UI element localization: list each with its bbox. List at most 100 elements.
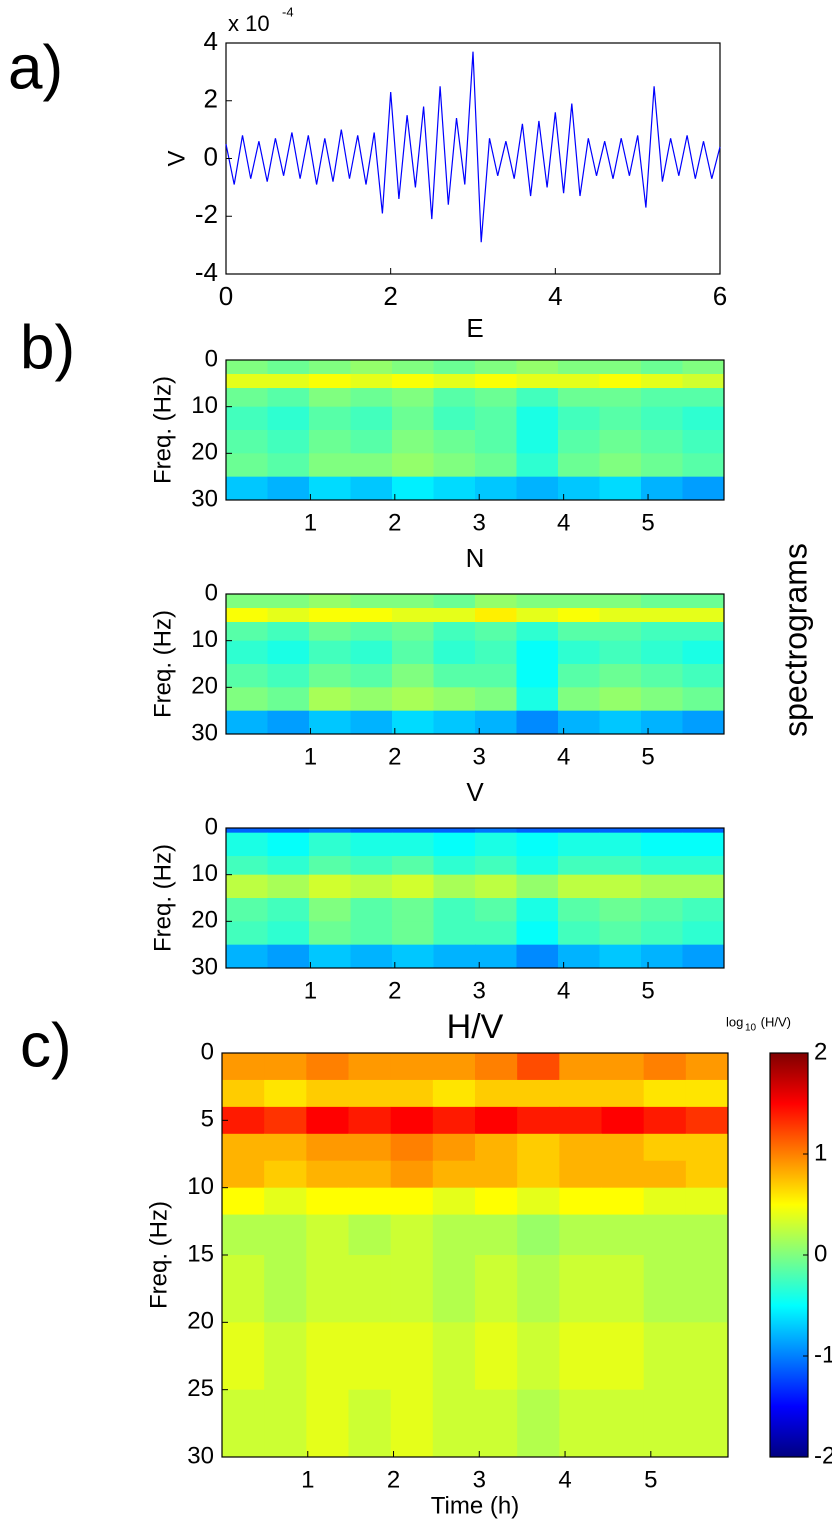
heatmap-cell <box>643 1106 687 1135</box>
heatmap-cell <box>475 832 517 857</box>
y-tick-label: 25 <box>187 1375 214 1402</box>
y-axis-label: Freq. (Hz) <box>149 610 176 718</box>
heatmap-cell <box>685 1133 729 1162</box>
heatmap-cell <box>392 856 434 876</box>
panel-label: b) <box>20 313 75 382</box>
x-tick-label: 3 <box>473 1466 486 1493</box>
heatmap-cell <box>475 1389 518 1458</box>
x-axis-label: Time (h) <box>431 1492 519 1519</box>
heatmap-cell <box>643 1389 687 1458</box>
heatmap-cell <box>309 832 351 857</box>
heatmap-cell <box>309 874 351 899</box>
heatmap-cell <box>309 687 351 712</box>
heatmap-cell <box>433 856 476 876</box>
heatmap-cell <box>264 1389 307 1458</box>
heatmap-cell <box>392 406 434 431</box>
y-tick-label: 10 <box>187 1173 214 1200</box>
y-tick-label: -2 <box>195 199 218 229</box>
heatmap-cell <box>226 374 268 389</box>
heatmap-cell <box>682 710 725 735</box>
y-tick-label: 20 <box>191 439 218 466</box>
heatmap-cell <box>267 388 310 408</box>
heatmap-cell <box>392 622 434 642</box>
heatmap-cell <box>433 360 476 375</box>
heatmap-cell <box>516 476 559 501</box>
heatmap-cell <box>685 1214 729 1256</box>
heatmap-cell <box>433 453 476 478</box>
heatmap-cell <box>306 1106 349 1135</box>
line <box>225 51 721 243</box>
heatmap-cell <box>682 687 725 712</box>
heatmap-cell <box>306 1187 349 1216</box>
heatmap-cell <box>475 1160 518 1189</box>
heatmap-cell <box>390 1255 434 1323</box>
heatmap-cell <box>432 1133 476 1162</box>
heatmap-cell <box>309 710 351 735</box>
heatmap-cell <box>433 664 476 688</box>
x-tick-label: 6 <box>713 281 727 311</box>
heatmap-cell <box>682 622 725 642</box>
heatmap-cell <box>267 594 310 609</box>
y-tick-label: 10 <box>191 860 218 887</box>
heatmap-cell <box>433 374 476 389</box>
x-tick-label: 2 <box>383 281 397 311</box>
heatmap-cell <box>390 1079 434 1108</box>
heatmap-cell <box>599 856 642 876</box>
heatmap-cell <box>264 1187 307 1216</box>
heatmap-cell <box>601 1255 645 1323</box>
heatmap-cell <box>433 921 476 946</box>
heatmap-cell <box>641 640 683 665</box>
heatmap-cell <box>599 640 642 665</box>
heatmap-cell <box>392 874 434 899</box>
heatmap-cell <box>475 374 517 389</box>
heatmap-cell <box>601 1160 645 1189</box>
x-tick-label: 1 <box>304 977 317 1004</box>
heatmap-cell <box>516 856 559 876</box>
heatmap-cell <box>432 1187 476 1216</box>
heatmap-cell <box>558 856 600 876</box>
heatmap-cell <box>306 1255 349 1323</box>
heatmap-cell <box>392 664 434 688</box>
heatmap-cell <box>226 898 268 922</box>
heatmap-cell <box>601 1322 645 1391</box>
heatmap-cell <box>599 874 642 899</box>
heatmap-cell <box>350 406 393 431</box>
heatmap-cell <box>226 710 268 735</box>
x-tick-label: 3 <box>473 977 486 1004</box>
heatmap-cell <box>559 1322 602 1391</box>
heatmap-cell <box>306 1133 349 1162</box>
heatmap-cell <box>475 406 517 431</box>
heatmap-cell <box>226 640 268 665</box>
heatmap-cell <box>309 430 351 454</box>
y-tick-label: 30 <box>187 1442 214 1469</box>
heatmap-cell <box>517 1079 560 1108</box>
heatmap-cell <box>306 1160 349 1189</box>
heatmap-cell <box>350 622 393 642</box>
x-tick-label: 5 <box>641 977 654 1004</box>
heatmap-cell <box>267 453 310 478</box>
colorbar-tick-label: -2 <box>814 1442 832 1469</box>
heatmap-cell <box>599 622 642 642</box>
heatmap-cell <box>350 710 393 735</box>
panel-label: a) <box>8 33 63 102</box>
y-tick-label: 30 <box>191 485 218 512</box>
x-tick-label: 1 <box>304 743 317 770</box>
x-tick-label: 2 <box>388 743 401 770</box>
x-tick-label: 5 <box>641 509 654 536</box>
heatmap-cell <box>267 622 310 642</box>
heatmap-cell <box>222 1255 265 1323</box>
heatmap-cell <box>641 898 683 922</box>
heatmap-cell <box>475 640 517 665</box>
heatmap-cell <box>350 430 393 454</box>
heatmap-cell <box>559 1106 602 1135</box>
heatmap-cell <box>599 476 642 501</box>
heatmap-cell <box>433 476 476 501</box>
heatmap-cell <box>392 832 434 857</box>
heatmap-cell <box>558 921 600 946</box>
heatmap-cell <box>682 921 725 946</box>
heatmap-cell <box>682 374 725 389</box>
y-multiplier-exponent: -4 <box>282 4 294 19</box>
heatmap-cell <box>682 898 725 922</box>
heatmap-cell <box>267 898 310 922</box>
